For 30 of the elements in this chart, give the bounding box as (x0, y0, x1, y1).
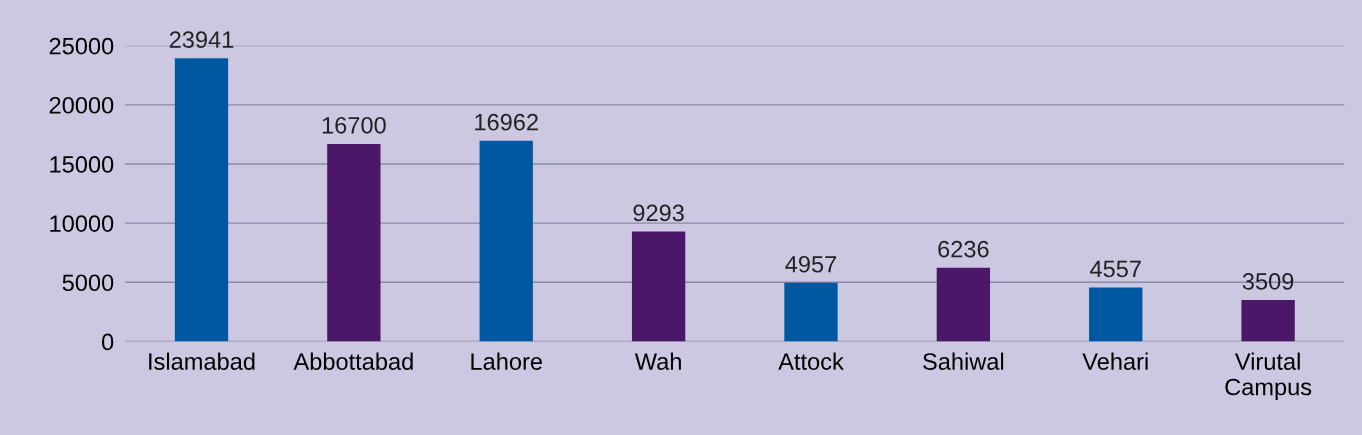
data-label: 9293 (633, 204, 684, 222)
bar (784, 282, 838, 342)
x-tick-label: Virutal Campus (1225, 352, 1312, 401)
data-label: 16962 (475, 113, 538, 131)
bar (174, 58, 229, 342)
y-tick-label: 10000 (50, 215, 114, 232)
bar (1089, 287, 1143, 342)
bar (327, 143, 381, 342)
y-tick-label: 20000 (49, 96, 114, 114)
x-tick-label: Vehari (1082, 352, 1148, 370)
data-label: 3509 (1242, 273, 1294, 290)
data-label: 4957 (785, 255, 837, 273)
y-tick-label: 0 (101, 333, 114, 351)
x-tick-label: Abbottabad (293, 352, 413, 370)
x-tick-label: Sahiwal (923, 352, 1004, 370)
y-tick-label: 25000 (49, 37, 114, 55)
data-label: 6236 (938, 240, 989, 258)
x-tick-label: Attock (778, 352, 844, 370)
bar (479, 140, 533, 342)
bar (631, 231, 686, 342)
y-tick-label: 5000 (62, 274, 114, 292)
data-label: 23941 (169, 31, 234, 48)
data-label: 16700 (322, 116, 386, 134)
x-tick-label: Lahore (471, 352, 542, 370)
x-tick-label: Wah (634, 352, 681, 370)
x-tick-label: Islamabad (149, 352, 255, 370)
data-label: 4557 (1090, 260, 1141, 278)
y-tick-label: 15000 (50, 156, 114, 173)
bar (1241, 299, 1295, 342)
bar (936, 267, 991, 342)
